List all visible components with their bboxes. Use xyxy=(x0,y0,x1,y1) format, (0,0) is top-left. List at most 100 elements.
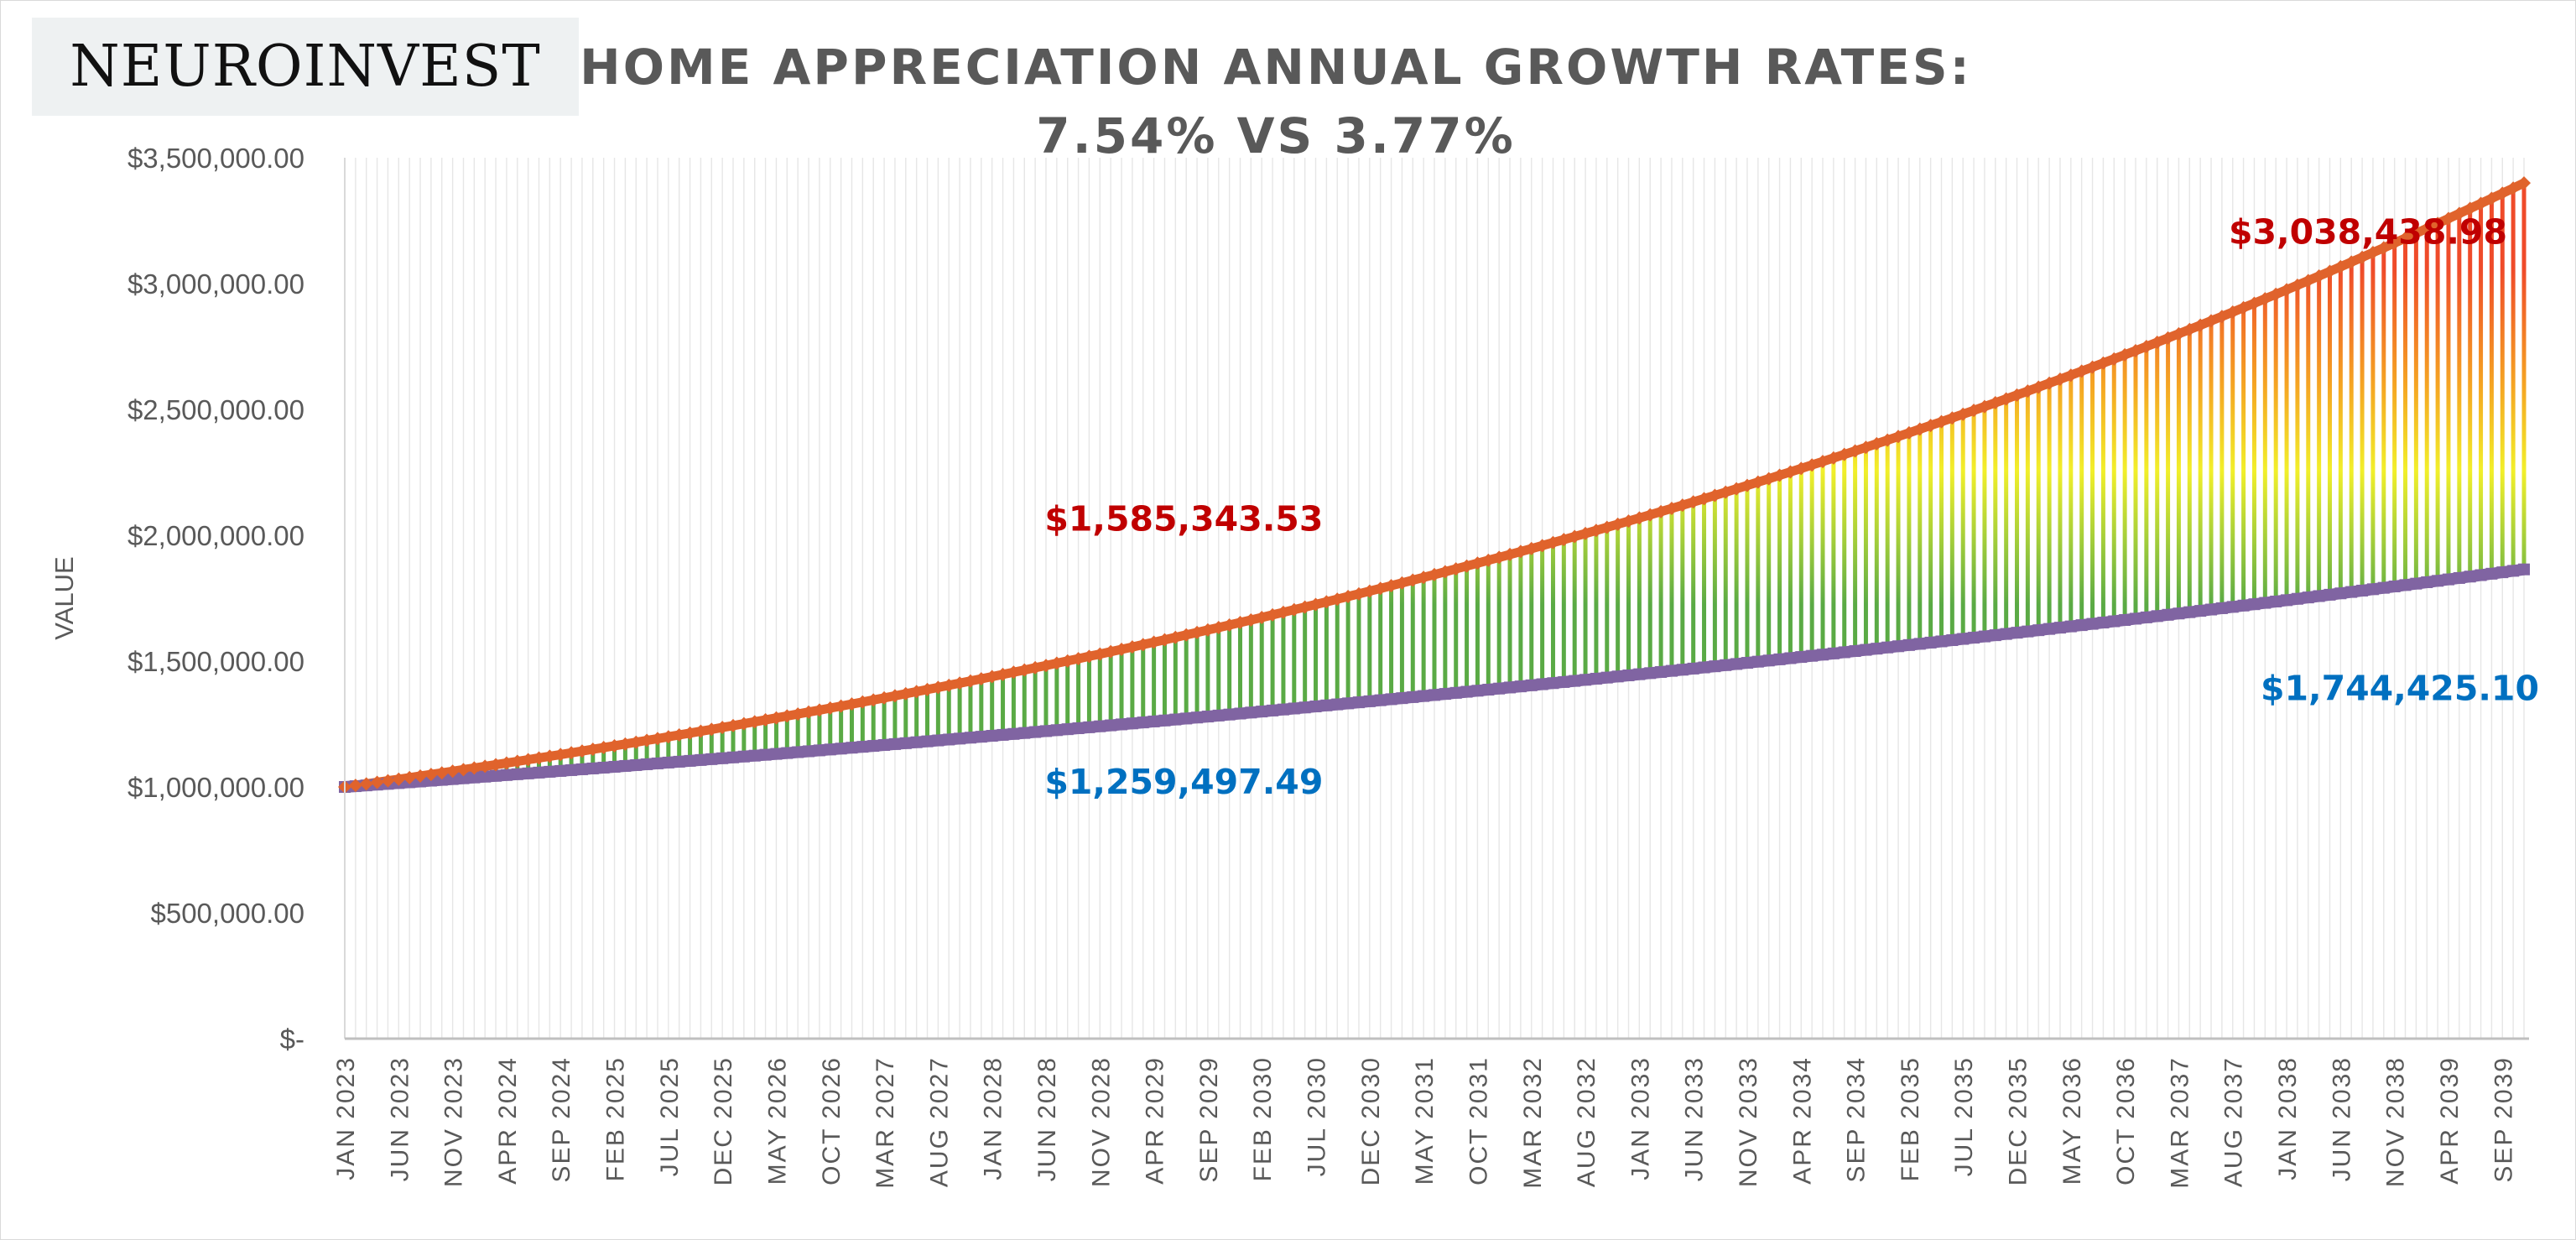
series-marker-7-54 xyxy=(1848,444,1862,458)
series-marker-7-54 xyxy=(877,690,892,705)
series-marker-3-77 xyxy=(575,763,588,775)
series-marker-3-77 xyxy=(716,752,729,764)
series-marker-3-77 xyxy=(1892,640,1905,653)
x-tick-label: MAR 2037 xyxy=(2166,1056,2194,1189)
data-label: $1,585,343.53 xyxy=(1044,498,1323,539)
series-marker-7-54 xyxy=(1428,567,1441,581)
chart-title: HOME APPRECIATION ANNUAL GROWTH RATES: 7… xyxy=(521,33,2031,170)
series-marker-7-54 xyxy=(435,766,449,780)
series-marker-7-54 xyxy=(2398,231,2412,245)
series-marker-3-77 xyxy=(1094,720,1106,732)
series-marker-3-77 xyxy=(921,735,934,748)
series-marker-3-77 xyxy=(511,768,523,780)
series-marker-3-77 xyxy=(1860,643,1872,656)
x-tick-label: JAN 2028 xyxy=(980,1056,1007,1180)
series-marker-3-77 xyxy=(1902,638,1915,651)
series-marker-7-54 xyxy=(1449,562,1463,576)
series-marker-7-54 xyxy=(1104,644,1118,659)
series-marker-7-54 xyxy=(1837,447,1851,461)
series-marker-7-54 xyxy=(370,775,384,789)
series-marker-3-77 xyxy=(1838,646,1850,659)
x-tick-label: JUN 2038 xyxy=(2328,1056,2355,1181)
series-marker-7-54 xyxy=(2474,196,2488,211)
series-marker-7-54 xyxy=(1923,419,1938,433)
x-tick-label: OCT 2031 xyxy=(1465,1056,1492,1185)
series-marker-7-54 xyxy=(456,763,471,777)
series-marker-7-54 xyxy=(2355,250,2370,264)
series-marker-3-77 xyxy=(1504,681,1517,694)
series-marker-3-77 xyxy=(2119,613,2131,626)
series-marker-7-54 xyxy=(1719,485,1733,499)
series-marker-7-54 xyxy=(1643,508,1657,522)
series-marker-3-77 xyxy=(2000,628,2012,640)
series-marker-7-54 xyxy=(489,758,503,772)
series-marker-7-54 xyxy=(1276,605,1290,619)
x-tick-label: APR 2029 xyxy=(1142,1056,1169,1185)
series-marker-3-77 xyxy=(1331,698,1344,711)
series-marker-3-77 xyxy=(910,736,923,748)
series-marker-7-54 xyxy=(1049,656,1064,670)
series-marker-7-54 xyxy=(769,711,783,725)
series-marker-3-77 xyxy=(954,732,966,745)
series-marker-7-54 xyxy=(1373,581,1387,596)
series-marker-7-54 xyxy=(2323,264,2337,279)
series-marker-3-77 xyxy=(2377,581,2390,594)
series-marker-3-77 xyxy=(630,758,643,771)
series-marker-3-77 xyxy=(2421,576,2433,588)
series-marker-7-54 xyxy=(1362,584,1376,598)
series-marker-7-54 xyxy=(920,682,934,696)
series-marker-7-54 xyxy=(1988,396,2002,410)
x-tick-label: SEP 2034 xyxy=(1843,1056,1871,1183)
y-tick-label: $- xyxy=(280,1024,304,1055)
series-marker-7-54 xyxy=(1945,411,1959,425)
series-marker-7-54 xyxy=(1999,392,2013,406)
series-marker-7-54 xyxy=(2139,339,2153,353)
series-marker-7-54 xyxy=(2043,376,2057,390)
series-marker-3-77 xyxy=(673,755,685,768)
series-marker-3-77 xyxy=(2366,583,2379,596)
series-marker-7-54 xyxy=(683,726,697,740)
data-label: $1,744,425.10 xyxy=(2261,669,2539,709)
series-marker-7-54 xyxy=(834,699,848,713)
series-marker-7-54 xyxy=(629,735,643,749)
series-marker-7-54 xyxy=(1244,612,1258,627)
series-marker-7-54 xyxy=(2334,259,2348,274)
series-marker-7-54 xyxy=(1147,635,1161,649)
series-marker-3-77 xyxy=(1039,725,1052,737)
series-marker-7-54 xyxy=(2452,206,2466,221)
series-marker-7-54 xyxy=(1611,517,1625,531)
series-marker-7-54 xyxy=(1319,595,1334,609)
series-marker-3-77 xyxy=(1730,658,1743,670)
series-marker-7-54 xyxy=(1309,597,1323,612)
series-marker-7-54 xyxy=(543,749,557,763)
series-marker-7-54 xyxy=(1740,478,1754,492)
series-marker-7-54 xyxy=(1912,422,1927,436)
series-marker-3-77 xyxy=(1288,702,1300,715)
series-marker-3-77 xyxy=(1871,643,1883,655)
series-marker-7-54 xyxy=(812,703,826,717)
x-tick-label: NOV 2023 xyxy=(440,1056,468,1187)
series-marker-3-77 xyxy=(2356,584,2369,597)
series-marker-7-54 xyxy=(348,779,362,793)
series-marker-7-54 xyxy=(1934,414,1949,429)
series-marker-3-77 xyxy=(1029,726,1042,738)
y-tick-label: $2,500,000.00 xyxy=(127,394,304,425)
series-marker-3-77 xyxy=(1849,645,1861,658)
series-marker-7-54 xyxy=(521,753,535,767)
series-marker-3-77 xyxy=(1881,641,1894,654)
series-marker-3-77 xyxy=(435,774,448,786)
series-marker-3-77 xyxy=(1676,664,1689,676)
series-marker-3-77 xyxy=(1633,668,1646,680)
series-marker-3-77 xyxy=(2313,590,2325,602)
series-marker-3-77 xyxy=(1158,714,1171,727)
series-marker-7-54 xyxy=(985,669,999,684)
series-marker-7-54 xyxy=(887,689,902,703)
series-marker-3-77 xyxy=(586,762,599,774)
series-marker-3-77 xyxy=(2399,579,2412,591)
axes xyxy=(344,158,2529,1040)
series-marker-7-54 xyxy=(1417,571,1431,585)
series-marker-3-77 xyxy=(2442,573,2454,586)
series-marker-3-77 xyxy=(792,746,804,758)
series-marker-7-54 xyxy=(1115,642,1129,656)
